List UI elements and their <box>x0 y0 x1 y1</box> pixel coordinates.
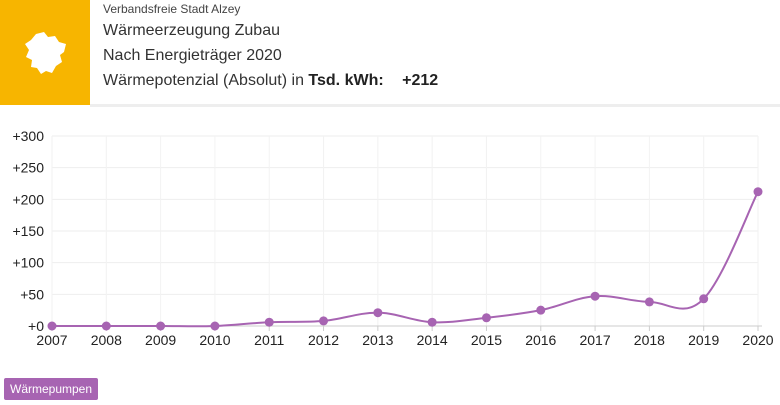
legend-badge-waermepumpen[interactable]: Wärmepumpen <box>4 378 99 400</box>
y-tick-label: +50 <box>20 286 44 302</box>
x-tick-label: 2020 <box>742 332 773 348</box>
metric-value: +212 <box>402 72 439 89</box>
data-point <box>210 321 220 331</box>
data-point <box>427 317 437 327</box>
chart-header: Verbandsfreie Stadt Alzey Wärmeerzeugung… <box>0 0 780 107</box>
region-name: Verbandsfreie Stadt Alzey <box>103 2 241 16</box>
x-tick-label: 2007 <box>36 332 67 348</box>
x-tick-label: 2013 <box>362 332 393 348</box>
header-divider <box>90 104 780 107</box>
chart-title: Wärmeerzeugung Zubau <box>103 22 280 39</box>
data-point <box>536 305 546 315</box>
x-tick-label: 2017 <box>579 332 610 348</box>
data-point <box>319 316 329 326</box>
data-point <box>47 321 57 331</box>
y-tick-label: +250 <box>12 160 44 176</box>
x-tick-label: 2015 <box>471 332 502 348</box>
metric-prefix: Wärmepotenzial (Absolut) in <box>103 72 304 89</box>
data-point <box>101 321 111 331</box>
data-point <box>590 291 600 301</box>
data-point <box>644 297 654 307</box>
x-tick-label: 2008 <box>91 332 122 348</box>
data-point <box>753 187 763 197</box>
y-tick-label: +200 <box>12 191 44 207</box>
data-point <box>264 317 274 327</box>
logo-tile <box>0 0 90 105</box>
x-tick-label: 2016 <box>525 332 556 348</box>
state-map-icon <box>25 31 66 74</box>
x-tick-label: 2018 <box>634 332 665 348</box>
line-chart: +0 +50 +100 +150 +200 +250 +300 2007 2008 2009 201… <box>12 128 773 348</box>
y-tick-label: +300 <box>12 128 44 144</box>
x-tick-label: 2009 <box>145 332 176 348</box>
data-point <box>481 313 491 323</box>
chart-subtitle: Nach Energieträger 2020 <box>103 47 282 64</box>
y-tick-label: +0 <box>28 318 44 334</box>
data-point <box>373 308 383 318</box>
data-point <box>699 294 709 304</box>
x-tick-label: 2014 <box>417 332 448 348</box>
x-tick-label: 2010 <box>199 332 230 348</box>
metric-unit: Tsd. kWh: <box>308 72 384 89</box>
y-tick-label: +150 <box>12 223 44 239</box>
data-point <box>156 321 166 331</box>
x-tick-label: 2012 <box>308 332 339 348</box>
series-line-waermepumpen <box>51 191 759 328</box>
x-tick-label: 2011 <box>254 332 284 348</box>
metric-line: Wärmepotenzial (Absolut) in Tsd. kWh: +2… <box>103 72 438 90</box>
y-tick-label: +100 <box>12 255 44 271</box>
x-tick-label: 2019 <box>688 332 719 348</box>
